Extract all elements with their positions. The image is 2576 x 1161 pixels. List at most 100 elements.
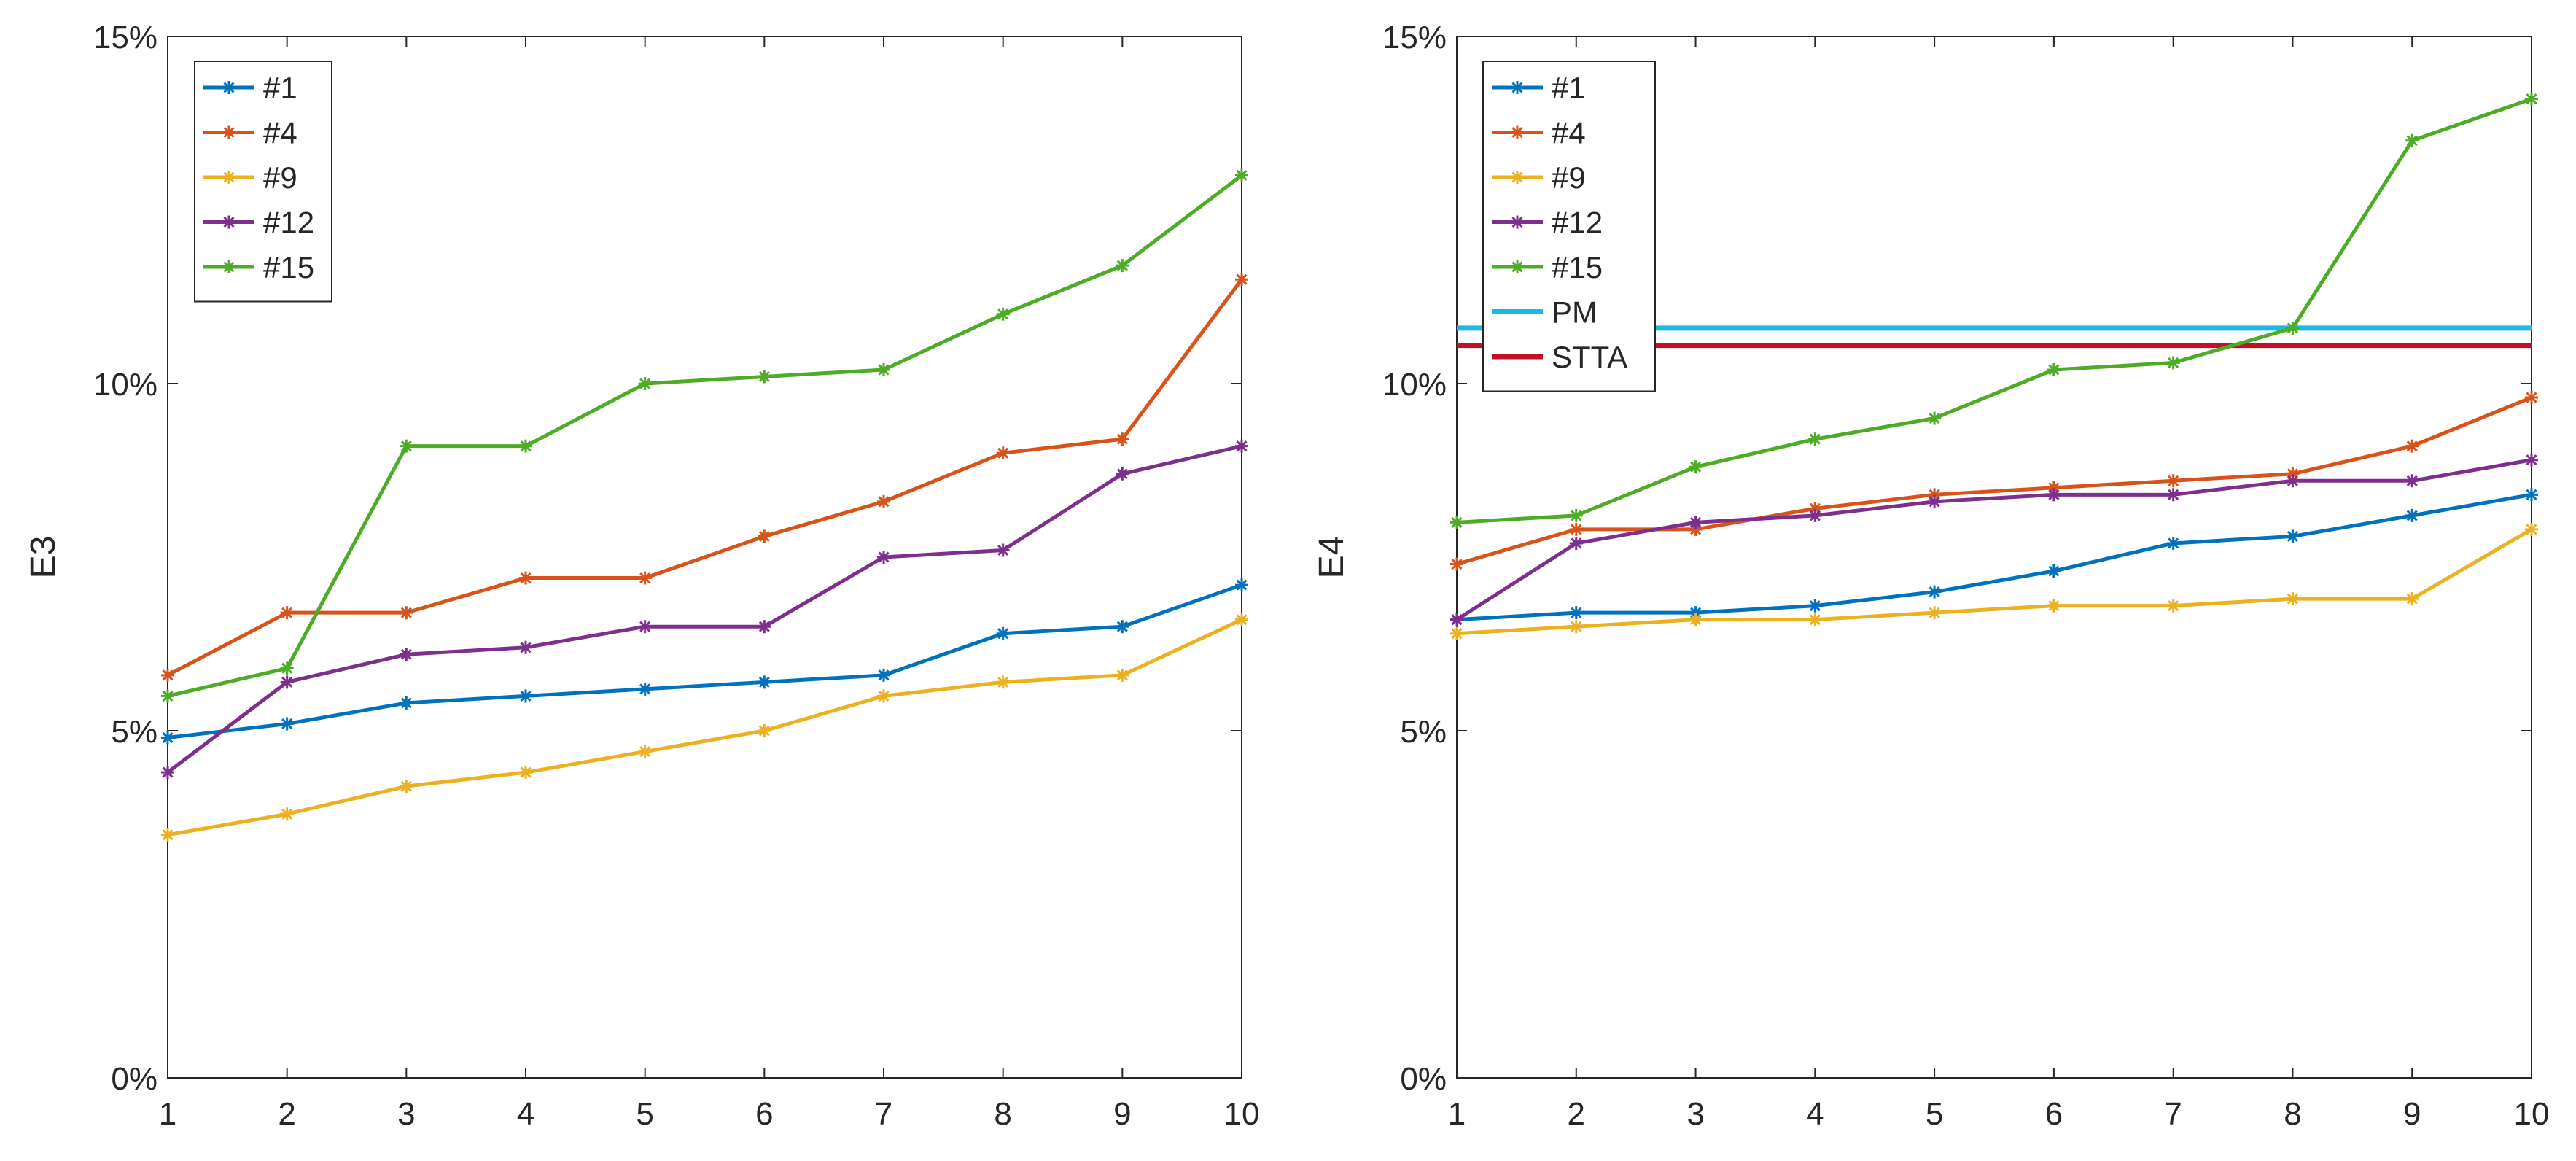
x-tick-label: 1 xyxy=(159,1096,176,1132)
data-point xyxy=(1450,557,1463,571)
x-tick-label: 4 xyxy=(1806,1096,1824,1132)
data-point xyxy=(2525,92,2538,106)
x-tick-label: 6 xyxy=(2045,1096,2063,1132)
data-point xyxy=(877,494,890,508)
legend-item: #9 xyxy=(1492,160,1586,195)
legend-item: #4 xyxy=(203,116,297,150)
legend-label: #1 xyxy=(1552,71,1586,105)
x-tick-label: 9 xyxy=(2403,1096,2421,1132)
data-point xyxy=(161,689,174,703)
series-line xyxy=(1456,395,2532,566)
x-tick-label: 3 xyxy=(1686,1096,1704,1132)
data-point xyxy=(1689,516,1703,529)
data-point xyxy=(1808,613,1822,626)
legend-marker xyxy=(1511,81,1524,94)
x-tick-label: 6 xyxy=(755,1096,773,1132)
legend-label: #4 xyxy=(1552,116,1586,150)
legend-marker xyxy=(222,171,236,184)
data-point xyxy=(2286,321,2300,335)
data-point xyxy=(2525,522,2538,536)
legend: #1 #4 #9 #12 #15 PM STTA xyxy=(1482,61,1656,392)
data-point xyxy=(638,620,652,634)
data-point xyxy=(1116,620,1129,634)
data-point xyxy=(1450,626,1463,640)
legend-label: #9 xyxy=(263,160,297,195)
series-line xyxy=(1456,97,2532,524)
data-point xyxy=(1928,411,1942,425)
data-point xyxy=(2405,133,2419,147)
legend-label: #1 xyxy=(263,71,297,105)
data-point xyxy=(758,529,771,543)
data-point xyxy=(2166,474,2180,488)
legend-marker xyxy=(1511,125,1524,139)
series-n15 xyxy=(161,168,1248,703)
x-tick-label: 3 xyxy=(397,1096,415,1132)
data-point xyxy=(400,696,413,710)
data-point xyxy=(996,626,1010,640)
legend-label: #9 xyxy=(1552,160,1586,195)
legend-label: #15 xyxy=(263,250,314,284)
data-point xyxy=(1235,613,1248,626)
legend-marker xyxy=(1511,215,1524,229)
data-point xyxy=(2286,474,2300,488)
data-point xyxy=(519,766,532,780)
series-n4 xyxy=(161,273,1248,682)
legend-marker xyxy=(222,125,236,139)
series-line xyxy=(1456,492,2532,622)
legend-item: #15 xyxy=(1492,250,1603,284)
data-point xyxy=(1808,432,1822,446)
series-line xyxy=(167,618,1243,837)
data-point xyxy=(2047,488,2061,502)
data-point xyxy=(519,640,532,654)
x-tick-label: 1 xyxy=(1448,1096,1466,1132)
legend-marker xyxy=(222,81,236,94)
data-point xyxy=(996,543,1010,557)
series-n9 xyxy=(1450,522,2538,640)
x-tick-label: 10 xyxy=(2514,1096,2550,1132)
series-n12 xyxy=(1450,453,2538,626)
legend-item: #1 xyxy=(203,71,297,105)
y-tick-label: 10% xyxy=(93,367,157,403)
data-point xyxy=(280,717,294,731)
legend-box xyxy=(1482,61,1656,392)
y-tick-label: 0% xyxy=(1400,1061,1447,1097)
data-point xyxy=(1689,460,1703,474)
data-point xyxy=(2525,391,2538,405)
data-point xyxy=(161,828,174,842)
data-point xyxy=(2166,599,2180,613)
data-point xyxy=(1569,522,1583,536)
data-point xyxy=(1569,508,1583,522)
legend-box xyxy=(194,61,332,303)
data-point xyxy=(400,780,413,793)
y-tick-label: 0% xyxy=(111,1061,157,1097)
data-point xyxy=(758,675,771,689)
data-point xyxy=(2047,362,2061,376)
y-tick-label: 15% xyxy=(93,20,157,55)
x-tick-label: 7 xyxy=(2164,1096,2182,1132)
y-tick-label: 10% xyxy=(1382,367,1447,403)
data-point xyxy=(638,571,652,585)
data-point xyxy=(2405,508,2419,522)
data-point xyxy=(1450,516,1463,529)
legend-marker xyxy=(1511,171,1524,184)
data-point xyxy=(1116,467,1129,481)
data-point xyxy=(519,689,532,703)
data-point xyxy=(280,675,294,689)
data-point xyxy=(280,661,294,675)
data-point xyxy=(2286,592,2300,606)
data-point xyxy=(1116,259,1129,273)
legend-item: #12 xyxy=(203,206,314,240)
legend-label: #12 xyxy=(1552,206,1603,240)
data-point xyxy=(877,551,890,564)
x-tick-label: 2 xyxy=(278,1096,295,1132)
data-point xyxy=(519,439,532,453)
series-line xyxy=(1455,458,2532,621)
x-tick-label: 7 xyxy=(875,1096,892,1132)
x-tick-label: 10 xyxy=(1224,1096,1260,1132)
data-point xyxy=(2405,474,2419,488)
data-point xyxy=(996,675,1010,689)
legend-marker xyxy=(1511,260,1524,273)
y-tick-label: 5% xyxy=(111,714,157,750)
data-point xyxy=(1569,536,1583,550)
